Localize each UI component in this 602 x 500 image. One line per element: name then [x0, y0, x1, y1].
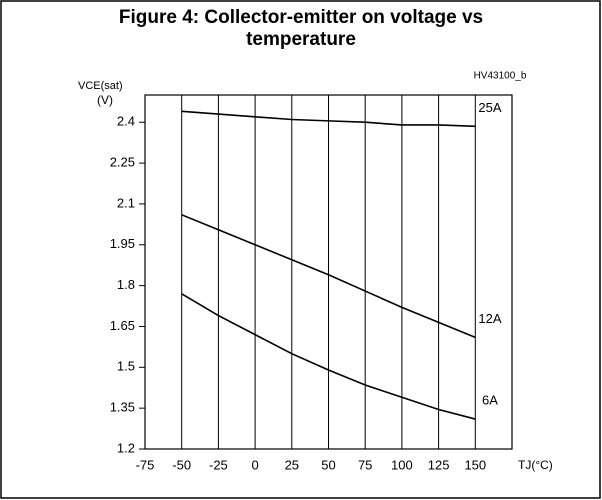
x-tick-label: 25	[285, 457, 299, 472]
chart-title: temperature	[246, 29, 356, 50]
x-tick-label: 0	[251, 457, 258, 472]
series-line	[181, 293, 476, 420]
x-tick-label: 50	[321, 457, 335, 472]
x-tick-label: 75	[358, 457, 372, 472]
figure-code: HV43100_b	[474, 71, 527, 82]
y-tick-label: 1.35	[110, 400, 135, 415]
y-tick-label: 1.65	[110, 318, 135, 333]
y-axis-label: VCE(sat)	[78, 80, 123, 92]
y-tick-label: 1.2	[117, 440, 135, 455]
x-tick-label: 150	[464, 457, 486, 472]
y-tick-label: 1.8	[117, 277, 135, 292]
x-tick-label: -50	[172, 457, 191, 472]
y-tick-label: 2.4	[117, 114, 135, 129]
chart-title: Figure 4: Collector-emitter on voltage v…	[119, 7, 483, 28]
y-tick-label: 1.95	[110, 236, 135, 251]
series-line	[181, 214, 476, 339]
x-tick-label: -25	[209, 457, 228, 472]
series-label: 25A	[478, 100, 501, 115]
series-label: 12A	[478, 311, 501, 326]
x-tick-label: 100	[391, 457, 413, 472]
x-axis-label: TJ(°C)	[518, 458, 553, 472]
series-label: 6A	[482, 392, 498, 407]
y-tick-label: 2.1	[117, 195, 135, 210]
y-tick-label: 2.25	[110, 155, 135, 170]
x-tick-label: -75	[136, 457, 155, 472]
x-tick-label: 125	[428, 457, 450, 472]
y-tick-label: 1.5	[117, 359, 135, 374]
y-axis-unit: (V)	[97, 93, 113, 107]
series-line	[181, 110, 476, 128]
